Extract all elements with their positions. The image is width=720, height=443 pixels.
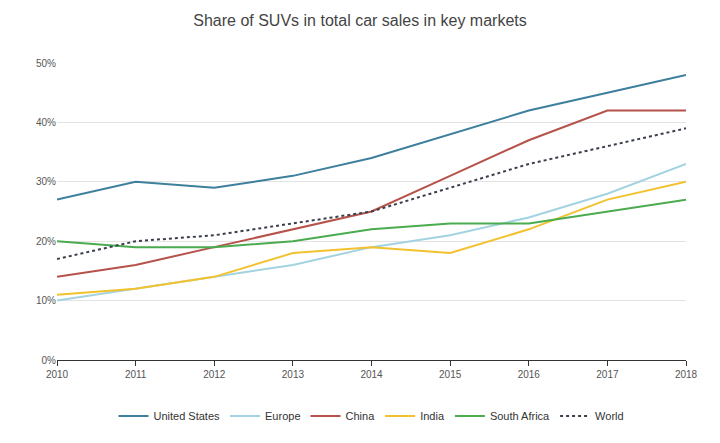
svg-text:South Africa: South Africa — [490, 410, 550, 422]
svg-text:2013: 2013 — [282, 369, 305, 380]
svg-text:2010: 2010 — [46, 369, 69, 380]
svg-text:2015: 2015 — [439, 369, 462, 380]
svg-text:30%: 30% — [36, 176, 56, 187]
svg-text:20%: 20% — [36, 236, 56, 247]
svg-text:2011: 2011 — [125, 369, 147, 380]
svg-text:2016: 2016 — [518, 369, 541, 380]
svg-text:India: India — [420, 410, 445, 422]
svg-text:World: World — [595, 410, 624, 422]
svg-text:0%: 0% — [42, 355, 57, 366]
svg-text:2012: 2012 — [203, 369, 226, 380]
svg-text:2017: 2017 — [596, 369, 619, 380]
svg-text:10%: 10% — [36, 295, 56, 306]
svg-text:2018: 2018 — [675, 369, 698, 380]
svg-text:IEA. All rights reserved.: IEA. All rights reserved. — [609, 442, 703, 443]
svg-text:Europe: Europe — [265, 410, 300, 422]
svg-text:2014: 2014 — [360, 369, 383, 380]
svg-text:40%: 40% — [36, 117, 56, 128]
svg-text:United States: United States — [154, 410, 221, 422]
svg-text:China: China — [346, 410, 376, 422]
svg-text:50%: 50% — [36, 58, 56, 69]
svg-text:Share of SUVs in total car sal: Share of SUVs in total car sales in key … — [193, 12, 526, 29]
